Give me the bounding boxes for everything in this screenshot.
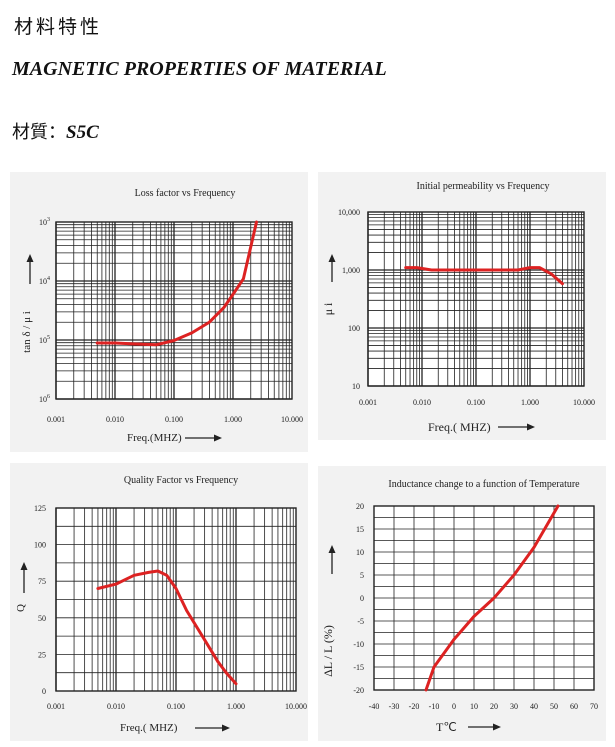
x-tick-label: 0.100 — [165, 415, 183, 424]
x-tick-label: 10 — [470, 702, 478, 711]
y-tick-label: 25 — [38, 650, 46, 659]
y-tick-labels: 10,000 1,000 100 10 — [338, 208, 360, 391]
y-tick-label: -10 — [353, 640, 364, 649]
x-tick-labels: -40 -30 -20 -10 0 10 20 30 40 50 60 70 — [369, 702, 598, 711]
chart-loss-factor: Loss factor vs Frequency 103 104 105 106 0.… — [21, 188, 303, 444]
y-tick-label: 10,000 — [338, 208, 360, 217]
series-line — [95, 220, 258, 347]
chart-quality-factor: Quality Factor vs Frequency 125 100 75 50 25… — [15, 475, 307, 734]
y-tick-label: 106 — [39, 394, 50, 404]
x-tick-labels: 0.001 0.010 0.100 1.000 10.000 — [47, 415, 303, 424]
x-tick-label: 0 — [452, 702, 456, 711]
y-axis-arrow — [328, 254, 336, 282]
y-tick-label: 10 — [352, 382, 360, 391]
y-tick-label: 0 — [42, 687, 46, 696]
x-tick-label: 1.000 — [521, 398, 539, 407]
x-tick-labels: 0.001 0.010 0.100 1.000 10.000 — [359, 398, 595, 407]
series-line — [404, 266, 564, 286]
x-tick-label: 0.001 — [359, 398, 377, 407]
y-axis-arrow — [20, 562, 28, 593]
y-axis-label: tan δ / μ i — [21, 311, 33, 353]
y-tick-labels: 125 100 75 50 25 0 — [34, 504, 46, 696]
chart-temperature: Inductance change to a function of Tempe… — [321, 479, 598, 734]
x-axis-arrow — [185, 434, 222, 442]
chart-title: Inductance change to a function of Tempe… — [388, 479, 580, 490]
y-tick-label: 105 — [39, 335, 50, 345]
chart-grid — [55, 221, 293, 400]
y-tick-label: 0 — [360, 594, 364, 603]
x-tick-label: 60 — [570, 702, 578, 711]
y-tick-label: 15 — [356, 525, 364, 534]
x-axis-label: T℃ — [436, 720, 457, 734]
y-axis-arrow — [328, 545, 336, 574]
y-tick-label: 100 — [348, 324, 360, 333]
x-tick-label: -10 — [429, 702, 440, 711]
y-axis-label: μ i — [321, 302, 335, 315]
y-tick-label: -20 — [353, 686, 364, 695]
x-tick-label: 40 — [530, 702, 538, 711]
chart-title: Quality Factor vs Frequency — [124, 475, 238, 486]
x-tick-label: 0.100 — [167, 702, 185, 711]
x-axis-label: Freq.(MHZ) — [127, 432, 182, 444]
chart-grid — [367, 211, 585, 387]
x-tick-label: 0.010 — [106, 415, 124, 424]
panel-quality-factor: Quality Factor vs Frequency 125 100 75 50 25… — [10, 463, 308, 741]
y-tick-label: -15 — [353, 663, 364, 672]
x-tick-labels: 0.001 0.010 0.100 1.000 10.000 — [47, 702, 307, 711]
series-line — [96, 569, 238, 686]
y-tick-label: 100 — [34, 541, 46, 550]
y-tick-label: 125 — [34, 504, 46, 513]
x-axis-label: Freq.( MHZ) — [428, 420, 491, 434]
panel-initial-permeability: Initial permeability vs Frequency 10,000… — [318, 172, 606, 440]
y-tick-label: 103 — [39, 217, 50, 227]
header-chinese-title: 材料特性 — [14, 16, 103, 38]
y-axis-label: ΔL / L (%) — [321, 625, 335, 677]
header-english-title: MAGNETIC PROPERTIES OF MATERIAL — [12, 58, 387, 80]
panel-loss-factor: Loss factor vs Frequency 103 104 105 106 0.… — [10, 172, 308, 452]
x-tick-label: -20 — [409, 702, 420, 711]
y-axis-label: Q — [15, 604, 27, 612]
y-tick-label: 10 — [356, 548, 364, 557]
x-tick-label: 30 — [510, 702, 518, 711]
x-tick-label: 0.010 — [413, 398, 431, 407]
panel-temperature: Inductance change to a function of Tempe… — [318, 466, 606, 741]
x-axis-label: Freq.( MHZ) — [120, 722, 178, 734]
x-tick-label: 70 — [590, 702, 598, 711]
material-line: 材質：S5C — [12, 118, 99, 144]
material-code: S5C — [66, 122, 99, 143]
y-tick-label: 5 — [360, 571, 364, 580]
y-tick-label: 75 — [38, 577, 46, 586]
x-axis-arrow — [195, 724, 230, 732]
chart-grid — [373, 505, 595, 691]
y-tick-label: 104 — [39, 276, 50, 286]
x-tick-label: 0.001 — [47, 702, 65, 711]
x-tick-label: 0.100 — [467, 398, 485, 407]
x-tick-label: 1.000 — [227, 702, 245, 711]
x-tick-label: 10.000 — [573, 398, 595, 407]
x-axis-arrow — [468, 723, 501, 731]
x-tick-label: 10.000 — [285, 702, 307, 711]
series-line — [424, 504, 560, 692]
y-tick-labels: 103 104 105 106 — [39, 217, 50, 404]
chart-initial-permeability: Initial permeability vs Frequency 10,000… — [321, 181, 595, 434]
x-tick-label: 10.000 — [281, 415, 303, 424]
x-tick-label: 20 — [490, 702, 498, 711]
y-axis-arrow — [26, 254, 34, 284]
material-label: 材質： — [12, 122, 66, 143]
y-tick-label: 50 — [38, 614, 46, 623]
y-tick-label: 1,000 — [342, 266, 360, 275]
x-tick-label: -40 — [369, 702, 380, 711]
y-tick-label: -5 — [357, 617, 364, 626]
chart-grid — [55, 507, 297, 692]
x-tick-label: -30 — [389, 702, 400, 711]
y-tick-label: 20 — [356, 502, 364, 511]
y-tick-labels: 20 15 10 5 0 -5 -10 -15 -20 — [353, 502, 364, 695]
chart-title: Initial permeability vs Frequency — [416, 181, 549, 192]
x-axis-arrow — [498, 423, 535, 431]
chart-title: Loss factor vs Frequency — [135, 188, 236, 199]
x-tick-label: 0.001 — [47, 415, 65, 424]
x-tick-label: 0.010 — [107, 702, 125, 711]
x-tick-label: 50 — [550, 702, 558, 711]
x-tick-label: 1.000 — [224, 415, 242, 424]
